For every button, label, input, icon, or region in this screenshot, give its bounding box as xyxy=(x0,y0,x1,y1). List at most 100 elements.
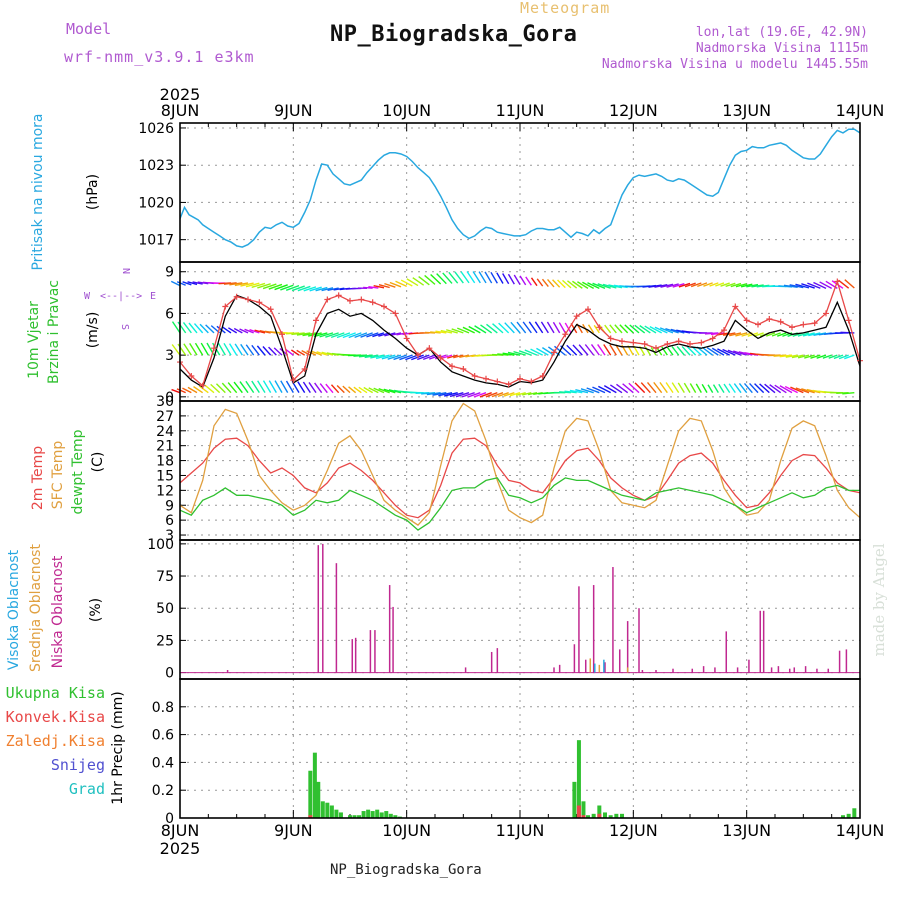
wind-barb xyxy=(677,382,685,394)
precip-unit: 1hr Precip (mm) xyxy=(110,691,126,804)
wind-barb xyxy=(182,387,192,394)
wind-barb xyxy=(453,354,464,359)
wind-barb xyxy=(717,348,730,356)
wind-barb xyxy=(592,282,606,289)
temp-unit: (C) xyxy=(90,452,106,473)
wind-barb xyxy=(828,354,838,359)
wind-barb xyxy=(417,354,430,361)
wind-barb xyxy=(430,273,442,285)
wind-barb xyxy=(223,282,237,285)
gust-marker xyxy=(517,375,523,382)
wind-barb xyxy=(251,282,266,289)
wind-barb xyxy=(358,354,373,358)
wind-barb xyxy=(432,391,447,396)
wind-barb xyxy=(222,326,232,334)
wind-barb xyxy=(383,388,396,394)
cloud-title-high: Visoka Oblacnost xyxy=(6,549,22,670)
model-elevation-label: Nadmorska Visina u modelu 1445.55m xyxy=(601,57,868,72)
wind-barb xyxy=(302,381,311,394)
wind-barb xyxy=(749,382,759,394)
footer-label: NP_Biogradska_Gora xyxy=(330,862,482,878)
temp-dewpt-line xyxy=(179,477,860,531)
y-tick-label: 25 xyxy=(156,633,174,649)
gust-marker xyxy=(834,278,841,285)
wind-barb xyxy=(399,354,413,361)
wind-barb xyxy=(465,354,475,358)
wind-barb xyxy=(457,327,470,334)
gust-marker xyxy=(562,331,569,338)
wind-barb xyxy=(368,387,379,394)
gust-marker xyxy=(528,378,535,385)
wind-barb xyxy=(640,382,651,394)
wind-barb xyxy=(474,325,487,334)
wind-barb xyxy=(268,380,277,394)
gust-marker xyxy=(471,372,478,379)
wind-barb xyxy=(285,380,294,394)
x-tick-label-top: 11JUN xyxy=(496,101,545,120)
wind-barb xyxy=(176,281,186,286)
gust-marker xyxy=(222,303,229,310)
wind-barb xyxy=(192,281,203,285)
wind-barb xyxy=(268,283,283,290)
x-tick-label-top: 12JUN xyxy=(609,101,658,120)
y-tick-label: 0 xyxy=(165,390,174,406)
wind-barb xyxy=(619,324,629,334)
wind-barb xyxy=(715,282,725,287)
y-tick-label: 27 xyxy=(156,409,174,425)
precip-bar xyxy=(308,770,313,818)
gust-marker xyxy=(653,345,659,352)
wind-barb xyxy=(296,349,306,356)
wind-barb xyxy=(510,321,521,334)
wind-barb xyxy=(321,287,334,292)
gust-marker xyxy=(494,378,501,385)
wind-barb xyxy=(435,330,447,334)
precip-bar xyxy=(393,815,398,818)
wind-barb xyxy=(706,347,719,356)
wind-barb xyxy=(280,380,289,394)
wind-barb xyxy=(251,380,260,394)
wind-barb xyxy=(430,331,441,334)
precip-bar xyxy=(581,801,586,818)
wind-barb xyxy=(210,383,221,394)
wind-barb xyxy=(336,332,351,339)
wind-barb xyxy=(262,380,272,394)
gust-marker xyxy=(596,324,603,331)
x-tick-label-bottom: 12JUN xyxy=(609,821,658,840)
wind-barb xyxy=(577,281,589,289)
wind-barb xyxy=(582,281,595,290)
precip-bar xyxy=(361,811,366,818)
y-tick-label: 1020 xyxy=(138,195,174,211)
elevation-label: Nadmorska Visina 1115m xyxy=(695,41,868,56)
wind-barb xyxy=(257,380,266,394)
wind-barb xyxy=(215,383,226,394)
wind-barb xyxy=(412,277,425,286)
wind-barb xyxy=(697,282,708,288)
precip-bar xyxy=(852,808,857,818)
wind-barb xyxy=(547,278,555,288)
panel-frame-1 xyxy=(179,122,861,263)
wind-barb xyxy=(363,286,373,289)
y-tick-label: 0.4 xyxy=(152,755,174,771)
wind-barb xyxy=(765,332,776,337)
y-tick-label: 15 xyxy=(156,468,174,484)
wind-barb xyxy=(558,322,566,334)
wind-barb xyxy=(478,271,487,284)
model-name: wrf-nmm_v3.9.1 e3km xyxy=(64,48,255,66)
wind-barb xyxy=(740,283,753,288)
wind-barb xyxy=(844,354,855,360)
precip-bar xyxy=(352,815,357,818)
wind-barb xyxy=(170,280,181,287)
wind-barb xyxy=(301,350,311,356)
wind-barb xyxy=(405,354,419,361)
wind-barb xyxy=(472,271,481,284)
gust-marker xyxy=(233,293,240,300)
wind-barb xyxy=(467,391,481,398)
compass-west: W xyxy=(84,291,91,302)
wind-barb xyxy=(546,321,555,334)
gust-marker xyxy=(687,341,693,348)
wind-barb xyxy=(240,282,254,287)
wind-barb xyxy=(325,332,339,338)
wind-barb xyxy=(256,345,266,356)
wind-barb xyxy=(764,383,776,394)
wind-barb xyxy=(666,283,679,288)
